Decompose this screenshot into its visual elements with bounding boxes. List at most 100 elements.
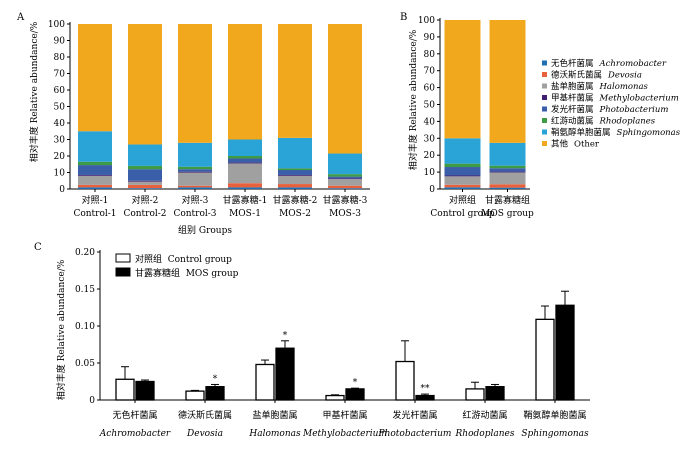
bar-control [395, 360, 415, 401]
y-tick-label: 80 [424, 50, 436, 60]
bar-segment-sphingomonas [328, 153, 362, 175]
bar-segment-other [228, 24, 262, 140]
x-tick-label-en: Methylobacterium [302, 429, 387, 439]
legend-item-en: Other [574, 140, 600, 150]
bar-segment-halomonas [444, 176, 481, 185]
bar-segment-photobacterium [328, 176, 362, 179]
significance-mark: * [283, 331, 288, 341]
y-tick-label: 60 [424, 84, 436, 94]
legend-swatch-halomonas [542, 83, 547, 89]
bar-segment-halomonas [328, 179, 362, 186]
y-tick-label: 40 [424, 117, 436, 127]
bar-segment-halomonas [128, 181, 162, 185]
bar-segment-sphingomonas [78, 131, 112, 162]
bar-mos [415, 394, 435, 401]
significance-mark: * [213, 374, 218, 384]
panel-c-chart: 0 0.05 0.10 0.15 0.20 无色杆菌属 Achromobacter 德沃斯氏菌… [75, 248, 590, 439]
x-tick-label-en: MOS group [481, 209, 534, 219]
x-tick-label-zh: 对照组 [449, 194, 476, 206]
bar-segment-methylobacterium [489, 171, 526, 173]
bar-segment-photobacterium [228, 158, 262, 163]
y-tick-label: 30 [424, 134, 436, 144]
bar-segment-rhodoplanes [444, 163, 481, 168]
y-tick-label: 50 [54, 103, 66, 113]
bar-segment-rhodoplanes [78, 161, 112, 166]
x-tick-label-en: Halomonas [248, 429, 301, 439]
bar-segment-photobacterium [278, 170, 312, 175]
x-tick-label-zh: 德沃斯氏菌属 [178, 409, 232, 421]
bar-segment-methylobacterium [444, 175, 481, 177]
bar-segment-halomonas [78, 175, 112, 185]
bar-segment-sphingomonas [444, 138, 481, 164]
significance-mark: * [353, 378, 358, 388]
bar-control [465, 388, 485, 401]
y-tick-label: 0 [89, 396, 95, 406]
y-tick-label: 20 [54, 152, 66, 162]
panel-a-xlabel: 组别 Groups [178, 224, 232, 236]
panel-a-chart: 0 10 20 30 40 50 60 70 80 90 100 对照-1 Control-1 对照-2 C… [48, 20, 370, 219]
panel-label-c: C [34, 242, 42, 253]
x-tick-label-zh: 无色杆菌属 [112, 409, 157, 421]
legend-item-zh: 发光杆菌属 [551, 104, 594, 115]
y-tick-label: 10 [424, 168, 436, 178]
x-tick-label-zh: 甘露寡糖-1 [223, 194, 268, 206]
legend-item-methylobacterium: 甲基杆菌属 Methylobacterium [551, 93, 679, 104]
bar-segment-sphingomonas [278, 137, 312, 169]
x-tick-label-en: Photobacterium [378, 429, 452, 439]
x-tick-label-zh: 对照-1 [82, 194, 109, 206]
bar-segment-devosia [178, 185, 212, 188]
legend-swatch-methylobacterium [542, 95, 547, 100]
bar-segment-rhodoplanes [178, 166, 212, 170]
y-tick-label: 0.10 [75, 322, 95, 332]
y-tick-label: 0.15 [75, 285, 95, 295]
legend-item-zh: 无色杆菌属 [551, 58, 594, 69]
legend-item-devosia: 德沃斯氏菌属 Devosia [551, 70, 642, 81]
panel-b-chart: 0 10 20 30 40 50 60 70 80 90 100 对照组 Control group 甘露… [418, 16, 534, 219]
legend-c-control-label: 对照组 Control group [135, 253, 232, 265]
y-tick-label: 40 [54, 119, 66, 129]
x-tick-label-zh: 对照-3 [182, 194, 209, 206]
legend-item-zh: 盐单胞菌属 [551, 81, 594, 92]
x-tick-label-en: Control-3 [173, 209, 216, 219]
legend-item-en: Sphingomonas [617, 128, 681, 138]
bar-segment-methylobacterium [278, 174, 312, 176]
bar-segment-methylobacterium [228, 162, 262, 164]
legend-item-en: Halomonas [599, 82, 649, 92]
bar-segment-halomonas [228, 163, 262, 184]
x-tick-label-en: Achromobacter [99, 429, 171, 439]
panel-label-a: A [16, 12, 25, 23]
bar-segment-achromobacter [228, 187, 262, 189]
legend-item-en: Methylobacterium [599, 94, 679, 104]
y-tick-label: 10 [54, 169, 66, 179]
bar-mos [205, 386, 225, 401]
y-tick-label: 90 [424, 33, 436, 43]
bar-segment-methylobacterium [328, 178, 362, 180]
legend-item-en: Rhodoplanes [599, 117, 656, 127]
y-tick-label: 70 [54, 70, 66, 80]
bar-segment-rhodoplanes [278, 168, 312, 171]
bar-segment-sphingomonas [128, 144, 162, 166]
bar-control [185, 390, 205, 401]
legend-item-halomonas: 盐单胞菌属 Halomonas [551, 81, 649, 92]
bar-segment-photobacterium [78, 165, 112, 175]
y-tick-label: 30 [54, 136, 66, 146]
bar-segment-devosia [444, 184, 481, 188]
bar-segment-other [489, 20, 526, 143]
x-tick-label-zh: 甲基杆菌属 [322, 409, 367, 421]
x-tick-label-zh: 甘露寡糖组 [485, 194, 530, 206]
bar-segment-methylobacterium [78, 174, 112, 176]
x-tick-label-zh: 鞘氨醇单胞菌属 [523, 409, 586, 421]
bar-segment-achromobacter [489, 187, 526, 189]
y-tick-label: 70 [424, 67, 436, 77]
bar-segment-rhodoplanes [128, 165, 162, 170]
legend-c-control-swatch [115, 253, 131, 263]
legend-swatch-devosia [542, 72, 547, 77]
legend-c-mos-swatch [115, 267, 131, 277]
bar-mos [275, 347, 295, 401]
bar-mos [135, 380, 155, 401]
x-tick-label-en: Control-2 [123, 209, 166, 219]
bar-segment-methylobacterium [178, 171, 212, 173]
y-tick-label: 60 [54, 86, 66, 96]
